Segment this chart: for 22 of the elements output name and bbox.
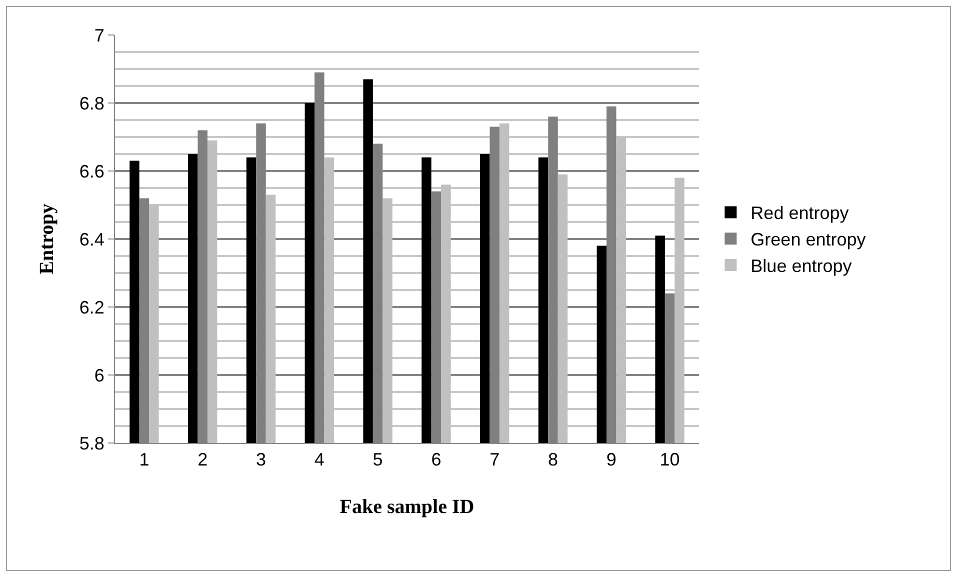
y-axis-title: Entropy (36, 204, 58, 274)
x-tick-label: 3 (256, 450, 266, 470)
x-tick-label: 9 (606, 450, 616, 470)
y-tick-label: 6.6 (79, 161, 104, 182)
y-tick-label: 7 (94, 25, 104, 46)
y-tick-label: 5.8 (79, 433, 104, 454)
x-tick-label: 4 (314, 450, 324, 470)
y-tick-label: 6.2 (79, 297, 104, 318)
x-tick-label: 6 (431, 450, 442, 470)
legend-label: Blue entropy (750, 256, 852, 276)
x-tick-label: 7 (490, 450, 500, 470)
y-tick-label: 6 (94, 365, 104, 386)
y-tick-label: 6.4 (79, 229, 104, 250)
x-tick-label: 2 (198, 450, 208, 470)
x-tick-label: 8 (548, 450, 558, 470)
x-axis-title: Fake sample ID (340, 496, 474, 518)
x-tick-label: 5 (372, 450, 383, 470)
x-tick-label: 10 (660, 450, 680, 470)
legend-label: Green entropy (750, 230, 866, 250)
legend-label: Red entropy (750, 203, 849, 224)
y-tick-label: 6.8 (79, 93, 104, 114)
x-tick-label: 1 (139, 450, 150, 470)
